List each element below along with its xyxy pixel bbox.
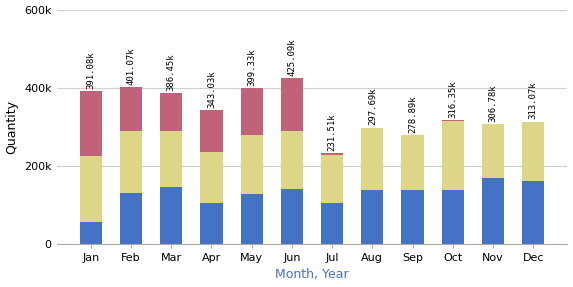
Bar xyxy=(80,91,102,156)
Bar xyxy=(160,131,182,187)
Bar xyxy=(281,189,303,244)
Bar xyxy=(241,194,263,244)
Text: 297.69k: 297.69k xyxy=(368,88,377,125)
Y-axis label: Quantity: Quantity xyxy=(6,100,18,154)
Text: 343.03k: 343.03k xyxy=(207,70,216,108)
Text: 399.33k: 399.33k xyxy=(247,48,256,86)
Bar xyxy=(241,88,263,135)
Text: 278.89k: 278.89k xyxy=(408,95,417,133)
Bar xyxy=(321,154,343,155)
Bar xyxy=(402,190,423,244)
Bar xyxy=(482,124,504,178)
Bar xyxy=(241,135,263,194)
Bar xyxy=(120,193,142,244)
Bar xyxy=(160,93,182,131)
Text: 316.35k: 316.35k xyxy=(448,80,457,118)
Bar xyxy=(442,120,464,121)
Bar xyxy=(281,131,303,189)
Bar xyxy=(201,203,222,244)
Text: 401.07k: 401.07k xyxy=(127,47,136,85)
Bar xyxy=(80,222,102,244)
Bar xyxy=(522,122,544,181)
Bar xyxy=(201,152,222,203)
Text: 313.07k: 313.07k xyxy=(529,82,537,119)
X-axis label: Month, Year: Month, Year xyxy=(275,268,349,282)
Bar xyxy=(120,131,142,193)
Bar xyxy=(120,87,142,131)
Bar xyxy=(402,135,423,190)
Text: 306.78k: 306.78k xyxy=(488,84,497,122)
Text: 425.09k: 425.09k xyxy=(288,38,296,75)
Bar xyxy=(281,78,303,131)
Text: 386.45k: 386.45k xyxy=(167,53,176,91)
Bar xyxy=(201,110,222,152)
Bar xyxy=(361,190,383,244)
Text: 231.51k: 231.51k xyxy=(328,113,336,151)
Bar xyxy=(321,155,343,203)
Bar xyxy=(321,203,343,244)
Bar xyxy=(522,181,544,244)
Bar xyxy=(80,156,102,222)
Bar xyxy=(442,190,464,244)
Text: 391.08k: 391.08k xyxy=(87,51,95,89)
Bar xyxy=(482,178,504,244)
Bar xyxy=(160,187,182,244)
Bar xyxy=(442,121,464,190)
Bar xyxy=(361,128,383,190)
